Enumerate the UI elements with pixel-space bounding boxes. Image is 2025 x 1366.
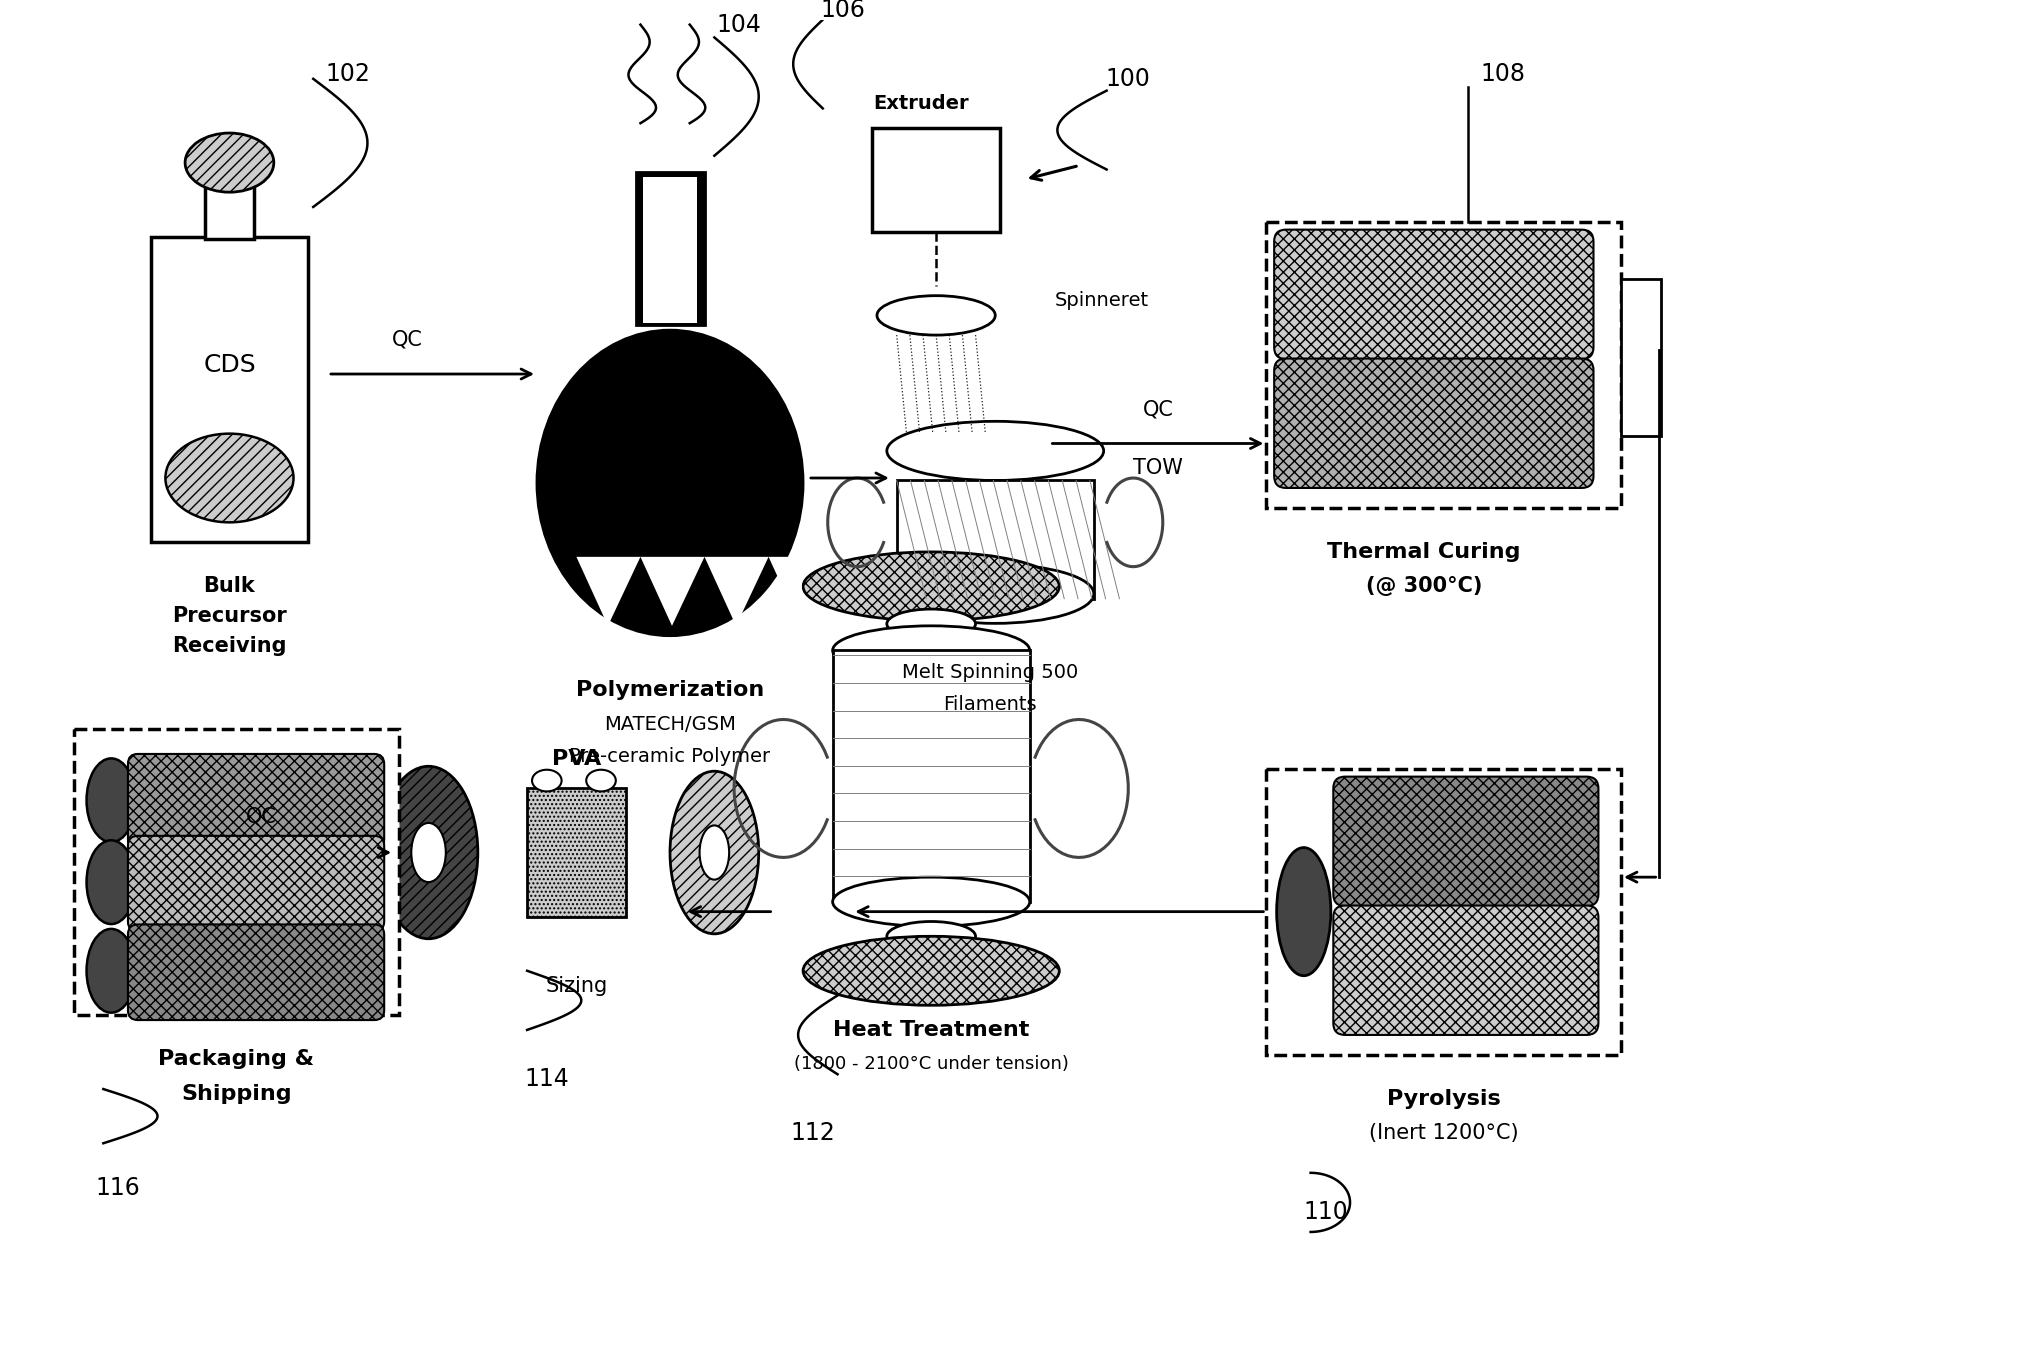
Text: (1800 - 2100°C under tension): (1800 - 2100°C under tension)	[794, 1056, 1069, 1074]
FancyBboxPatch shape	[1332, 777, 1598, 906]
Text: 104: 104	[717, 12, 761, 37]
Text: (@ 300°C): (@ 300°C)	[1365, 576, 1482, 597]
Bar	[644, 178, 697, 324]
FancyBboxPatch shape	[1274, 229, 1594, 359]
Text: CDS: CDS	[202, 352, 255, 377]
Text: QC: QC	[245, 806, 277, 826]
Ellipse shape	[87, 758, 136, 843]
Bar	[526, 788, 626, 917]
Ellipse shape	[537, 331, 804, 635]
Text: Bulk: Bulk	[205, 576, 255, 597]
Text: Filaments: Filaments	[944, 695, 1037, 713]
Ellipse shape	[585, 769, 616, 791]
Ellipse shape	[166, 433, 294, 522]
Text: Sizing: Sizing	[545, 975, 608, 996]
FancyBboxPatch shape	[128, 925, 385, 1020]
Text: Spinneret: Spinneret	[1055, 291, 1148, 310]
Bar	[150, 236, 308, 542]
Ellipse shape	[379, 766, 478, 938]
Ellipse shape	[699, 825, 729, 880]
Text: 100: 100	[1106, 67, 1150, 90]
Bar	[1266, 769, 1622, 1055]
FancyBboxPatch shape	[1332, 906, 1598, 1035]
Text: 108: 108	[1480, 61, 1525, 86]
Ellipse shape	[897, 564, 1094, 623]
Ellipse shape	[184, 133, 273, 193]
Text: 102: 102	[326, 61, 371, 86]
Text: Heat Treatment: Heat Treatment	[832, 1020, 1029, 1040]
Ellipse shape	[411, 822, 446, 882]
Ellipse shape	[887, 609, 976, 639]
Ellipse shape	[887, 421, 1104, 481]
Text: 110: 110	[1302, 1201, 1349, 1224]
Text: Pyrolysis: Pyrolysis	[1387, 1089, 1501, 1109]
Bar	[1622, 279, 1660, 436]
Text: 112: 112	[790, 1121, 834, 1146]
Text: Precursor: Precursor	[172, 607, 288, 626]
Text: 114: 114	[524, 1067, 569, 1091]
Text: Shipping: Shipping	[180, 1085, 292, 1104]
Text: Polymerization: Polymerization	[575, 680, 763, 699]
Polygon shape	[543, 557, 804, 626]
Text: TOW: TOW	[1132, 458, 1183, 478]
Ellipse shape	[832, 877, 1031, 926]
FancyBboxPatch shape	[1274, 358, 1594, 488]
Ellipse shape	[87, 840, 136, 923]
Bar	[73, 729, 399, 1015]
Text: Extruder: Extruder	[873, 94, 970, 113]
Bar	[1266, 221, 1622, 508]
Bar	[832, 650, 1031, 902]
Ellipse shape	[832, 626, 1031, 675]
Ellipse shape	[533, 769, 561, 791]
Text: QC: QC	[391, 329, 423, 350]
Text: MATECH/GSM: MATECH/GSM	[603, 714, 735, 734]
Text: Thermal Curing: Thermal Curing	[1326, 542, 1521, 561]
Bar	[873, 128, 1000, 232]
Ellipse shape	[804, 936, 1059, 1005]
Ellipse shape	[1276, 847, 1330, 975]
Text: Melt Spinning 500: Melt Spinning 500	[903, 663, 1079, 682]
Text: 106: 106	[820, 0, 865, 22]
Bar	[205, 182, 253, 239]
Text: PVA: PVA	[551, 749, 601, 769]
Text: Pre-ceramic Polymer: Pre-ceramic Polymer	[569, 747, 772, 766]
Ellipse shape	[887, 922, 976, 951]
Ellipse shape	[804, 552, 1059, 622]
Text: Packaging &: Packaging &	[158, 1049, 314, 1070]
Text: QC: QC	[1142, 399, 1172, 419]
Text: (Inert 1200°C): (Inert 1200°C)	[1369, 1123, 1519, 1143]
FancyBboxPatch shape	[128, 754, 385, 850]
Ellipse shape	[670, 772, 759, 934]
Text: Receiving: Receiving	[172, 635, 288, 656]
FancyBboxPatch shape	[128, 836, 385, 932]
Bar	[636, 172, 705, 325]
Ellipse shape	[87, 929, 136, 1012]
Bar	[897, 481, 1094, 598]
Ellipse shape	[877, 295, 994, 335]
Text: 116: 116	[95, 1176, 140, 1199]
